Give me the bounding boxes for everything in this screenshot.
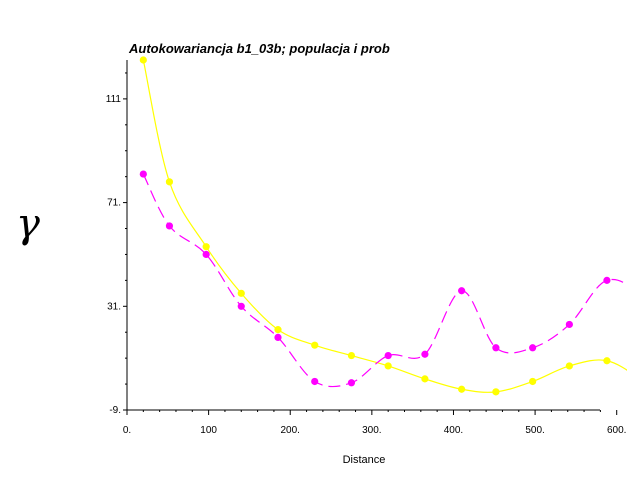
y-ticks: 111 71. 31. -9.: [106, 72, 127, 416]
series-point-0: [165, 178, 174, 186]
series-point-0: [384, 362, 392, 370]
x-tick-label: 100: [200, 425, 217, 436]
series-point-1: [603, 276, 611, 284]
series-point-0: [139, 56, 147, 64]
series-point-1: [165, 222, 174, 230]
x-tick-label: 0.: [123, 425, 131, 436]
y-tick-label: 111: [106, 94, 122, 105]
x-axis-label: Distance: [343, 454, 386, 466]
series-point-1: [347, 379, 356, 387]
series-point-1: [384, 351, 392, 360]
series-point-0: [202, 243, 210, 251]
series-point-1: [311, 377, 319, 386]
y-tick-label: -9.: [109, 405, 121, 416]
series-point-1: [565, 320, 573, 329]
x-tick-label: 500.: [525, 425, 544, 436]
series-point-0: [458, 385, 466, 393]
series-point-1: [237, 302, 245, 310]
x-tick-label: 400.: [444, 425, 463, 436]
y-tick-label: 31.: [107, 301, 121, 312]
y-axis-label: γ: [16, 201, 40, 247]
chart-title: Autokowariancja b1_03b; populacja i prob: [128, 41, 390, 56]
series-layer: [139, 56, 627, 396]
series-point-0: [529, 377, 537, 386]
series-point-0: [603, 357, 611, 365]
series-point-0: [311, 341, 319, 349]
series-point-0: [237, 289, 245, 297]
series-point-1: [202, 250, 210, 259]
x-ticks: 0. 100 200. 300. 400. 500. 600.: [123, 410, 626, 436]
series-line-1: [142, 173, 627, 388]
y-tick-label: 71.: [107, 198, 121, 209]
series-point-0: [421, 375, 429, 383]
series-point-0: [565, 362, 573, 370]
series-point-0: [492, 388, 500, 396]
series-point-1: [529, 344, 537, 352]
x-tick-label: 600.: [607, 425, 626, 436]
series-point-1: [421, 350, 429, 358]
x-tick-label: 300.: [362, 425, 381, 436]
series-point-1: [139, 170, 147, 178]
series-point-1: [458, 287, 466, 295]
x-tick-label: 200.: [281, 425, 300, 436]
series-point-1: [274, 333, 282, 342]
series-point-1: [492, 344, 500, 352]
series-point-0: [347, 351, 356, 360]
series-point-0: [274, 326, 282, 334]
